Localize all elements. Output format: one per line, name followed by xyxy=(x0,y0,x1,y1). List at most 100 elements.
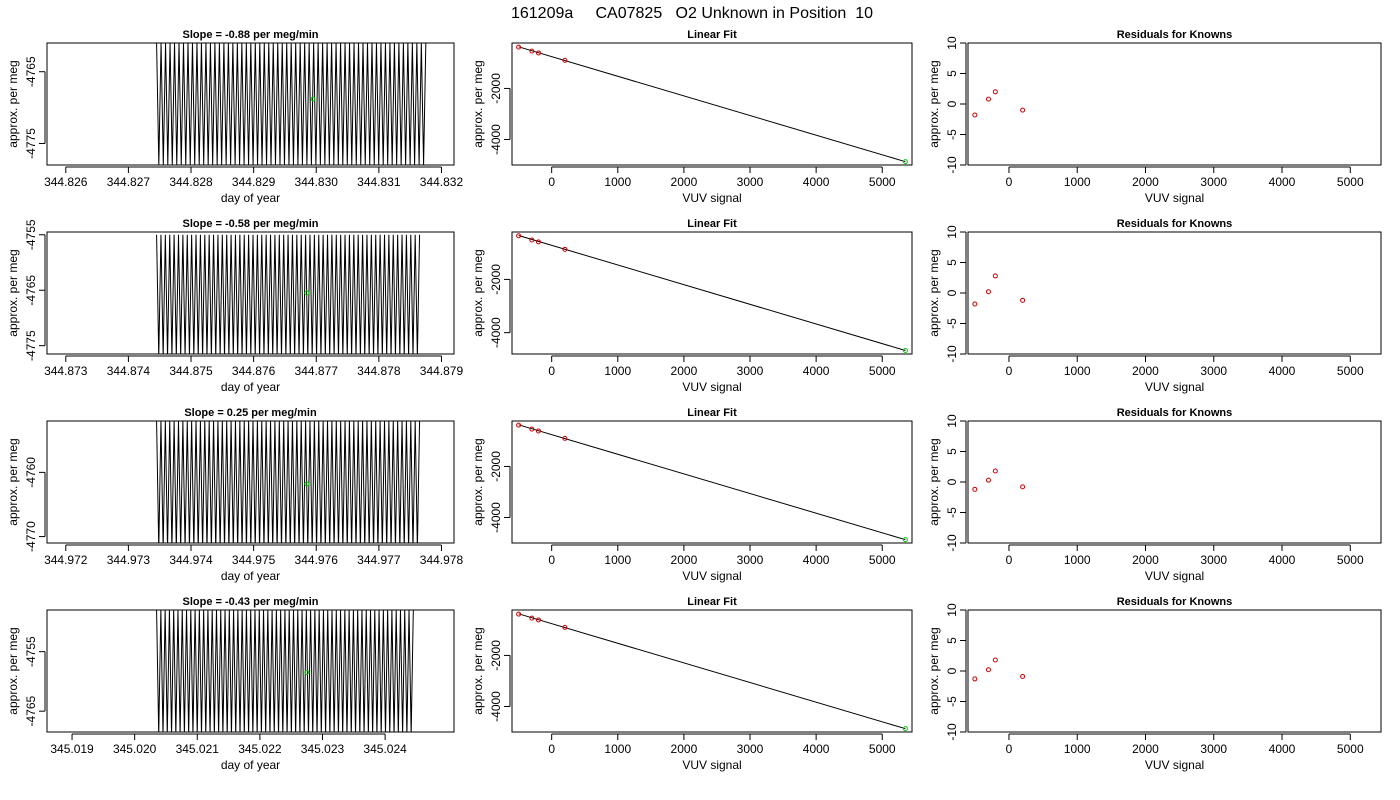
x-tick-label: 4000 xyxy=(803,553,830,567)
y-axis-label: approx. per meg xyxy=(6,627,20,714)
x-axis-label: VUV signal xyxy=(682,380,741,394)
known-point xyxy=(535,617,541,623)
residuals-panel: Residuals for Knowns 0 1000 2000 3000 4000 500… xyxy=(927,596,1382,772)
y-tick-label: -2000 xyxy=(489,451,503,482)
x-axis-label: day of year xyxy=(221,380,280,394)
x-tick-label: 344.973 xyxy=(107,553,151,567)
x-tick-label: 344.976 xyxy=(295,553,339,567)
known-point xyxy=(516,422,522,428)
linear-fit-title: Linear Fit xyxy=(687,29,737,41)
x-axis-label: day of year xyxy=(221,569,280,583)
known-point xyxy=(562,57,568,63)
known-point xyxy=(535,428,541,434)
x-tick-label: 344.972 xyxy=(44,553,88,567)
y-tick-label: -4755 xyxy=(24,219,38,250)
x-tick-label: 0 xyxy=(548,553,555,567)
x-tick-label: 4000 xyxy=(1269,175,1296,189)
y-tick-label: -5 xyxy=(945,129,959,140)
y-tick-label: -4765 xyxy=(24,696,38,727)
y-tick-label: 10 xyxy=(945,414,959,428)
plot-frame xyxy=(511,231,913,355)
trace-panel: Slope = -0.43 per meg/min 345.019 345.020 3… xyxy=(6,596,455,772)
x-tick-label: 1000 xyxy=(604,364,631,378)
residuals-title: Residuals for Knowns xyxy=(1117,29,1233,41)
unknown-point xyxy=(902,726,908,732)
x-tick-label: 1000 xyxy=(604,742,631,756)
residuals-panel: Residuals for Knowns 0 1000 2000 3000 4000 500… xyxy=(927,407,1382,583)
linear-fit-panel: Linear Fit 0 1000 2000 3000 4000 5000 VUV signa… xyxy=(471,407,913,583)
signal-trace xyxy=(156,421,421,543)
trace-panel: Slope = 0.25 per meg/min 344.972 344.973 34… xyxy=(6,407,463,583)
residuals-panel: Residuals for Knowns 0 1000 2000 3000 4000 500… xyxy=(927,29,1382,205)
x-tick-label: 1000 xyxy=(1064,364,1091,378)
known-point xyxy=(516,611,522,617)
x-tick-label: 3000 xyxy=(737,175,764,189)
x-tick-label: 5000 xyxy=(1337,364,1364,378)
plot-frame xyxy=(967,231,1382,355)
fit-line xyxy=(518,613,906,730)
y-tick-label: -4760 xyxy=(24,457,38,488)
plot-frame xyxy=(967,609,1382,733)
known-point xyxy=(516,233,522,239)
x-tick-label: 0 xyxy=(548,175,555,189)
x-tick-label: 344.875 xyxy=(169,364,213,378)
known-point xyxy=(516,44,522,50)
x-axis-label: VUV signal xyxy=(1145,569,1204,583)
x-axis-label: VUV signal xyxy=(1145,191,1204,205)
x-tick-label: 4000 xyxy=(1269,553,1296,567)
page-title: 161209a CA07825 O2 Unknown in Position 1… xyxy=(511,5,873,22)
x-tick-label: 2000 xyxy=(1132,553,1159,567)
x-tick-label: 345.024 xyxy=(363,742,407,756)
y-axis-label: approx. per meg xyxy=(471,438,485,525)
unknown-point xyxy=(902,537,908,543)
x-tick-label: 344.974 xyxy=(169,553,213,567)
residual-point xyxy=(972,486,978,492)
y-axis-label: approx. per meg xyxy=(6,438,20,525)
x-tick-label: 344.977 xyxy=(357,553,401,567)
plot-frame xyxy=(511,609,913,733)
y-tick-label: -10 xyxy=(945,723,959,741)
y-tick-label: -4770 xyxy=(24,521,38,552)
x-tick-label: 0 xyxy=(1006,553,1013,567)
x-tick-label: 1000 xyxy=(604,553,631,567)
residuals-title: Residuals for Knowns xyxy=(1117,218,1233,230)
x-tick-label: 344.975 xyxy=(232,553,276,567)
residual-point xyxy=(972,112,978,118)
y-tick-label: 10 xyxy=(945,36,959,50)
slope-title: Slope = 0.25 per meg/min xyxy=(184,407,317,419)
slope-title: Slope = -0.43 per meg/min xyxy=(182,596,318,608)
trace-panel: Slope = -0.58 per meg/min 344.873 344.874 3… xyxy=(6,218,463,394)
y-tick-label: -4775 xyxy=(24,330,38,361)
y-tick-label: -5 xyxy=(945,318,959,329)
y-tick-label: 5 xyxy=(945,259,959,266)
residual-point xyxy=(985,289,991,295)
x-axis-label: VUV signal xyxy=(1145,380,1204,394)
y-tick-label: -2000 xyxy=(489,264,503,295)
plot-frame xyxy=(967,42,1382,166)
y-tick-label: 0 xyxy=(945,478,959,485)
y-tick-label: -2000 xyxy=(489,73,503,104)
signal-trace xyxy=(156,43,427,165)
x-tick-label: 1000 xyxy=(604,175,631,189)
x-tick-label: 2000 xyxy=(671,364,698,378)
unknown-point xyxy=(902,348,908,354)
residuals-panel: Residuals for Knowns 0 1000 2000 3000 4000 500… xyxy=(927,218,1382,394)
residual-point xyxy=(992,657,998,663)
y-axis-label: approx. per meg xyxy=(471,60,485,147)
y-axis-label: approx. per meg xyxy=(471,627,485,714)
x-axis-label: VUV signal xyxy=(1145,758,1204,772)
x-tick-label: 344.873 xyxy=(44,364,88,378)
x-tick-label: 344.831 xyxy=(357,175,401,189)
x-tick-label: 2000 xyxy=(671,175,698,189)
y-tick-label: -10 xyxy=(945,156,959,174)
x-tick-label: 2000 xyxy=(671,553,698,567)
y-tick-label: 0 xyxy=(945,100,959,107)
residual-point xyxy=(1020,107,1026,113)
y-tick-label: -10 xyxy=(945,345,959,363)
x-tick-label: 5000 xyxy=(869,364,896,378)
y-tick-label: -4000 xyxy=(489,502,503,533)
x-tick-label: 344.829 xyxy=(232,175,276,189)
x-tick-label: 344.828 xyxy=(169,175,213,189)
slope-title: Slope = -0.88 per meg/min xyxy=(182,29,318,41)
